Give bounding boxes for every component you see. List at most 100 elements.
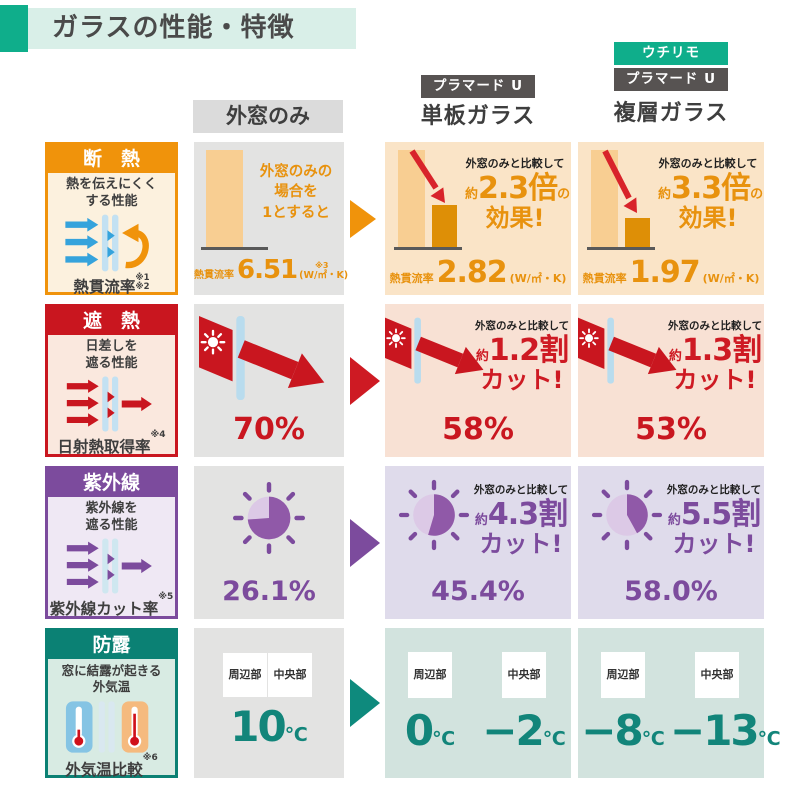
product-badge-uchirimo: ウチリモ <box>614 42 728 65</box>
zone-chip-center: 中央部 <box>695 652 739 698</box>
performance-description: 紫外線を 遮る性能 <box>85 501 138 533</box>
effect-label: カット! <box>480 365 564 394</box>
comparison-note: 外窓のみと比較して <box>668 320 763 332</box>
reduction-factor: 約1.3割 <box>668 333 762 368</box>
temperature-value-outer: −8℃ <box>581 706 665 755</box>
baseline-annotation: 外窓のみの 場合を 1とすると <box>259 164 333 221</box>
uv-sun-pie-icon <box>233 482 305 554</box>
performance-description: 熱を伝えにくく する性能 <box>66 177 157 209</box>
effect-label: 効果! <box>678 203 738 232</box>
flow-arrow-icon <box>350 199 376 238</box>
metric-name-condensation: 外気温比較※6 <box>65 752 158 779</box>
uv-sun-pie-icon <box>591 479 663 551</box>
temperature-value: 10℃ <box>230 702 308 751</box>
column-header-baseline: 外窓のみ <box>193 100 343 133</box>
metric-unit: (W/㎡・K) <box>299 270 349 281</box>
footnote-mark: ※5 <box>158 591 174 602</box>
percentage-value: 26.1% <box>222 576 316 607</box>
row-header-uv: 紫外線 <box>48 469 175 497</box>
percentage-value: 58% <box>442 412 514 447</box>
column-header-single-glass: 単板ガラス <box>420 104 536 129</box>
decline-arrow-icon <box>602 149 637 213</box>
page-title: ガラスの性能・特徴 <box>52 13 295 43</box>
metric-readout: 熱貫流率 1.97 (W/㎡・K) <box>582 255 760 290</box>
comparison-block: 外窓のみと比較して 約1.2割 カット! <box>475 318 569 394</box>
comparison-block: 外窓のみと比較して 約5.5割 カット! <box>666 482 762 558</box>
metric-name-uv: 紫外線カット率※5 <box>49 591 174 618</box>
shading-label-box: 遮 熱 日差しを 遮る性能 日射熱取得率※4 <box>45 304 178 457</box>
row-header-shading: 遮 熱 <box>48 307 175 335</box>
comparison-block: 外窓のみと比較して 約4.3割 カット! <box>473 482 569 558</box>
insulation-label-box: 断 熱 熱を伝えにくく する性能 熱貫流率 ※1 ※ <box>45 142 178 296</box>
condensation-single-cell: 周辺部 中央部 0℃ −2℃ <box>385 628 571 778</box>
shading-icon <box>61 373 163 435</box>
comparison-note: 外窓のみと比較して <box>666 484 762 496</box>
title-band <box>28 8 356 49</box>
row-condensation: 防露 窓に結露が起きる 外気温 <box>0 628 800 779</box>
uv-label-box: 紫外線 紫外線を 遮る性能 紫外線カット率※5 <box>45 466 178 619</box>
uv-baseline-cell: 26.1% <box>194 466 344 619</box>
insulation-single-cell: 外窓のみと比較して 約2.3倍の 効果! 熱貫流率 2.82 (W/㎡・K) <box>385 142 571 295</box>
reduction-factor: 約4.3割 <box>474 497 568 532</box>
uv-double-cell: 外窓のみと比較して 約5.5割 カット! 58.0% <box>578 466 764 619</box>
metric-readout: 熱貫流率 6.51 ※3 (W/㎡・K) <box>194 255 349 285</box>
temperature-value-center: −2℃ <box>482 706 566 755</box>
reduction-factor: 約5.5割 <box>667 497 761 532</box>
comparison-block: 外窓のみと比較して 約1.3割 カット! <box>668 318 762 394</box>
comparison-note: 外窓のみと比較して <box>465 157 565 170</box>
percentage-value: 70% <box>233 412 305 447</box>
insulation-icon <box>61 211 163 275</box>
metric-readout: 熱貫流率 2.82 (W/㎡・K) <box>389 255 567 290</box>
reduction-factor: 約1.2割 <box>475 333 569 368</box>
effect-label: カット! <box>479 529 563 558</box>
axis-line <box>394 247 462 250</box>
effect-label: 効果! <box>485 203 545 232</box>
row-header-insulation: 断 熱 <box>48 145 175 173</box>
insulation-double-cell: 外窓のみと比較して 約3.3倍の 効果! 熱貫流率 1.97 (W/㎡・K) <box>578 142 764 295</box>
zone-chip-outer: 周辺部 <box>408 652 452 698</box>
metric-unit: (W/㎡・K) <box>509 272 567 285</box>
percentage-value: 58.0% <box>624 576 718 607</box>
flow-arrow-icon <box>350 518 380 567</box>
flow-arrow-icon <box>350 356 380 405</box>
footnote-mark: ※4 <box>150 429 166 440</box>
reference-bar <box>206 150 243 247</box>
sun-through-glass-icon <box>578 317 677 384</box>
comparison-note: 外窓のみと比較して <box>658 157 758 170</box>
metric-value: 2.82 <box>436 255 508 290</box>
uv-single-cell: 外窓のみと比較して 約4.3割 カット! 45.4% <box>385 466 571 619</box>
metric-name-insulation: 熱貫流率 ※1 ※2 <box>73 272 150 296</box>
title-accent-square <box>0 5 28 52</box>
comparison-note: 外窓のみと比較して <box>473 484 569 496</box>
insulation-baseline-cell: 外窓のみの 場合を 1とすると 熱貫流率 6.51 ※3 (W/㎡・K) <box>194 142 349 295</box>
shading-baseline-cell: 70% <box>194 304 344 457</box>
temperature-value-outer: 0℃ <box>404 706 456 755</box>
zone-chip-center: 中央部 <box>502 652 546 698</box>
product-badge-plamard-single: プラマード U <box>421 75 535 98</box>
footnote-mark: ※6 <box>142 752 158 763</box>
sun-through-glass-icon <box>199 316 325 401</box>
performance-description: 日差しを 遮る性能 <box>85 339 138 371</box>
zone-chip-center: 中央部 <box>268 653 312 697</box>
footnote-mark: ※3 <box>315 261 329 270</box>
temperature-value-center: −13℃ <box>670 706 781 755</box>
sun-through-glass-icon <box>385 317 484 384</box>
product-badge-plamard-double: プラマード U <box>614 68 728 91</box>
metric-name-shading: 日射熱取得率※4 <box>57 429 166 456</box>
comparison-note: 外窓のみと比較して <box>475 320 570 332</box>
shading-single-cell: 外窓のみと比較して 約1.2割 カット! 58% <box>385 304 571 457</box>
condensation-icon <box>62 696 162 758</box>
performance-description: 窓に結露が起きる 外気温 <box>61 663 162 695</box>
zone-chip-outer: 周辺部 <box>223 653 267 697</box>
row-uv: 紫外線 紫外線を 遮る性能 紫外線カット率※5 <box>0 466 800 619</box>
shading-double-cell: 外窓のみと比較して 約1.3割 カット! 53% <box>578 304 764 457</box>
decline-arrow-icon <box>409 149 445 203</box>
row-insulation: 断 熱 熱を伝えにくく する性能 熱貫流率 ※1 ※ <box>0 142 800 296</box>
condensation-label-box: 防露 窓に結露が起きる 外気温 <box>45 628 178 779</box>
result-bar <box>432 205 457 247</box>
axis-line <box>201 247 268 250</box>
reduction-factor: 約2.3倍の <box>465 171 571 206</box>
flow-arrow-icon <box>350 679 380 727</box>
percentage-value: 53% <box>635 412 707 447</box>
